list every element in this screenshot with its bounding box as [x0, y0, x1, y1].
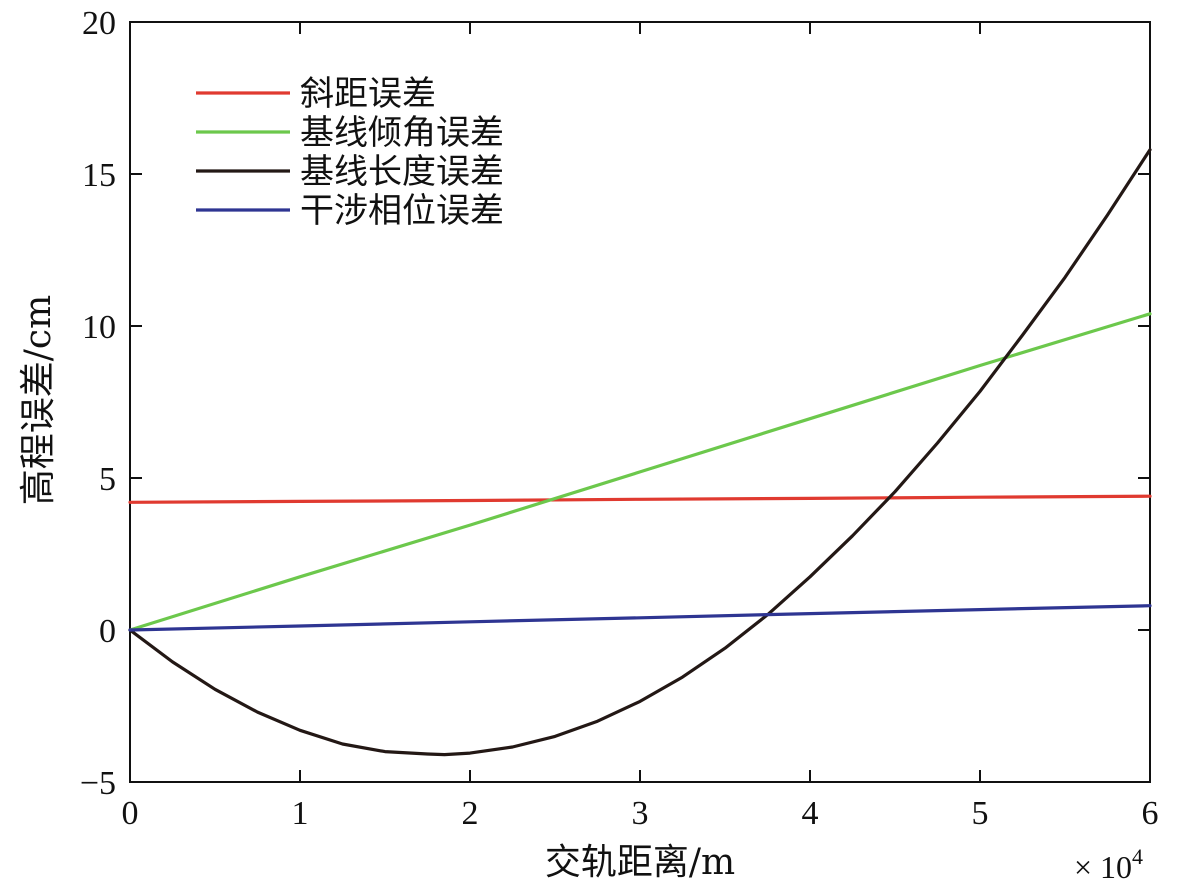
- series-line-3: [128, 148, 1152, 757]
- y-axis-label: 高程误差/cm: [18, 295, 59, 505]
- y-tick-label: 5: [99, 461, 116, 498]
- y-tick-label: 0: [99, 613, 116, 650]
- x-tick-label: 4: [802, 795, 819, 832]
- x-tick-label: 6: [1142, 795, 1159, 832]
- x-axis-label: 交轨距离/m: [545, 842, 735, 883]
- x-tick-label: 3: [632, 795, 649, 832]
- x-tick-label: 2: [462, 795, 479, 832]
- series-line-1: [128, 494, 1152, 504]
- series-line-2: [128, 312, 1152, 632]
- x-tick-label: 0: [122, 795, 139, 832]
- legend-label: 基线长度误差: [300, 152, 504, 192]
- x-multiplier-label: × 104: [1074, 844, 1143, 885]
- x-tick-label: 1: [292, 795, 309, 832]
- series-line-4: [128, 604, 1152, 632]
- y-tick-label: −5: [80, 765, 116, 802]
- y-tick-label: 10: [82, 309, 116, 346]
- plot-frame: [129, 21, 1151, 783]
- legend-label: 干涉相位误差: [300, 191, 504, 231]
- y-tick-label: 20: [82, 5, 116, 42]
- x-tick-label: 5: [972, 795, 989, 832]
- legend-label: 斜距误差: [300, 74, 436, 114]
- y-tick-label: 15: [82, 157, 116, 194]
- legend-label: 基线倾角误差: [300, 113, 504, 153]
